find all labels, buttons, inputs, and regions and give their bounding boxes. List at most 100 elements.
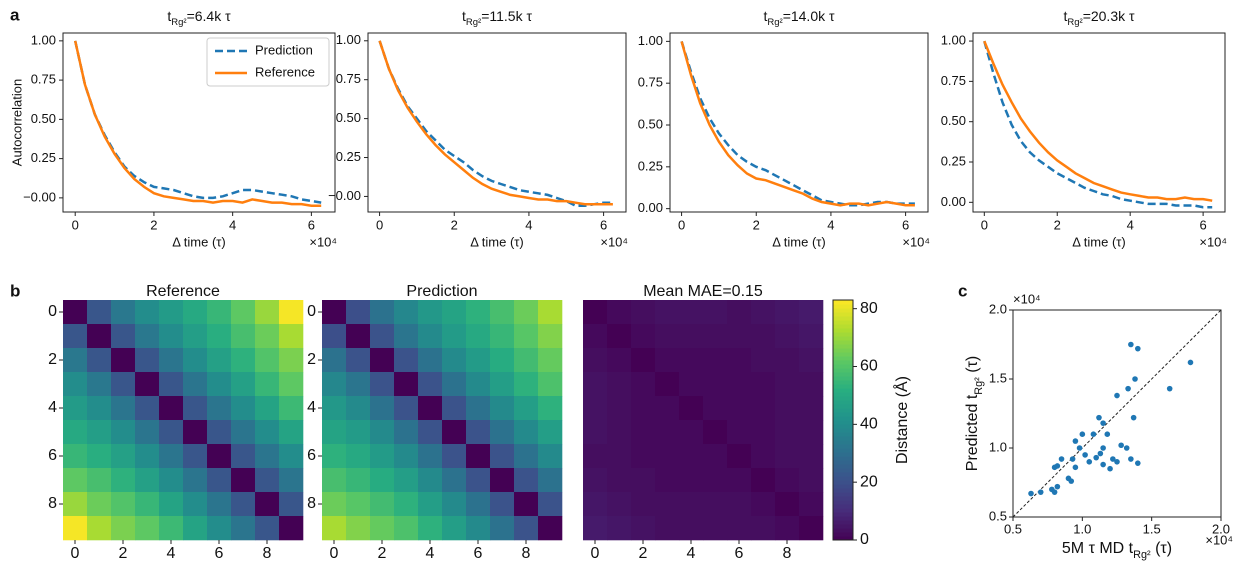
colorbar-slice <box>833 308 853 313</box>
scatter-point <box>1100 461 1106 468</box>
x-tick-label: 8 <box>783 545 792 562</box>
y-tick-label: −0.00 <box>328 188 361 203</box>
y-tick-label: 0.50 <box>638 116 663 131</box>
scatter-point <box>1100 445 1106 451</box>
colorbar-slice <box>833 508 853 513</box>
colorbar-slice <box>833 444 853 449</box>
heatmap-cell <box>679 348 704 373</box>
colorbar-slice <box>833 408 853 413</box>
series-line <box>680 41 915 207</box>
heatmap-cell <box>538 372 563 397</box>
colorbar-slice <box>833 412 853 417</box>
x-tick-label: 0 <box>376 217 383 232</box>
scatter-point <box>1054 483 1061 490</box>
heatmap-cell <box>346 372 371 397</box>
heatmap-cell <box>442 444 467 469</box>
colorbar-slice <box>833 512 853 517</box>
y-tick-label: 0.25 <box>31 150 56 165</box>
scatter-point <box>1114 392 1120 399</box>
heatmap-cell <box>703 348 728 373</box>
y-tick-label: −0.00 <box>23 189 56 204</box>
y-axis-label: Predicted tRg² (τ) <box>964 356 985 471</box>
heatmap-cell <box>583 348 608 373</box>
heatmap-cell <box>255 300 280 325</box>
x-tick-label: 6 <box>474 545 483 562</box>
heatmap-cell <box>775 348 800 373</box>
heatmap-cell <box>655 372 680 397</box>
colorbar-slice <box>833 460 853 465</box>
heatmap-cell <box>135 468 160 493</box>
heatmap-cell <box>490 420 515 445</box>
heatmap-cell <box>514 468 539 493</box>
heatmap-cell <box>679 324 704 349</box>
y-tick-label: 1.5 <box>989 370 1007 385</box>
x-tick-label: 4 <box>229 217 236 232</box>
scatter-point <box>1072 438 1079 444</box>
heatmap-cell <box>514 324 539 349</box>
heatmap-cell <box>799 300 824 325</box>
x-tick-label: 1.5 <box>1143 521 1161 536</box>
heatmap-cell <box>751 324 776 349</box>
x-tick-label: 4 <box>827 217 834 232</box>
heatmap-cell <box>159 300 184 325</box>
heatmap-cell <box>322 396 347 421</box>
colorbar-slice <box>833 300 853 305</box>
heatmap-cell <box>279 516 304 541</box>
colorbar-slice <box>833 320 853 325</box>
heatmap-cell <box>87 324 112 349</box>
scatter-point <box>1187 359 1194 366</box>
series-line <box>983 40 1213 202</box>
heatmap-cell <box>159 324 184 349</box>
heatmap-cell <box>159 348 184 373</box>
x-tick-label: 4 <box>167 545 176 562</box>
heatmap-cell <box>418 420 443 445</box>
colorbar-slice <box>833 376 853 381</box>
heatmap-cell <box>346 516 371 541</box>
heatmap-cell <box>490 348 515 373</box>
heatmap-cell <box>583 516 608 541</box>
scatter-point <box>1072 464 1079 471</box>
colorbar-slice <box>833 368 853 373</box>
heatmap-cell <box>514 372 539 397</box>
heatmap-cell <box>370 324 395 349</box>
scatter-point <box>1107 465 1113 472</box>
axes-frame <box>367 32 627 213</box>
heatmap-cell <box>63 300 88 325</box>
heatmap-cell <box>679 396 704 421</box>
heatmap-cell <box>490 300 515 325</box>
heatmap-cell <box>135 372 160 397</box>
heatmap-cell <box>231 468 256 493</box>
heatmap-cell <box>727 324 752 349</box>
scatter-point <box>1166 385 1173 392</box>
x-tick-label: 4 <box>1127 217 1134 232</box>
heatmap-cell <box>394 516 419 541</box>
heatmap-cell <box>583 444 608 469</box>
heatmap-cell <box>370 396 395 421</box>
colorbar-slice <box>833 520 853 525</box>
heatmap-cell <box>583 420 608 445</box>
heatmap-cell <box>231 492 256 517</box>
scatter-point <box>1076 445 1083 451</box>
heatmap-cell <box>775 468 800 493</box>
heatmap-cell <box>703 468 728 493</box>
label-part: Rg² <box>466 17 481 28</box>
heatmap-cell <box>751 468 776 493</box>
colorbar-slice <box>833 484 853 489</box>
scatter-point <box>1114 459 1120 465</box>
colorbar-slice <box>833 352 853 357</box>
heatmap-cell <box>538 300 563 325</box>
heatmap-cell <box>538 348 563 373</box>
heatmap-cell <box>631 324 656 349</box>
heatmap-cell <box>679 300 704 325</box>
colorbar-slice <box>833 528 853 533</box>
scatter-point <box>1037 489 1044 495</box>
axes-frame <box>1012 309 1222 518</box>
chart-title: tRg²=20.3k τ <box>1063 8 1135 28</box>
heatmap-cell <box>255 396 280 421</box>
heatmap-cell <box>631 348 656 373</box>
y-tick-label: 6 <box>307 447 316 464</box>
scatter-point <box>1082 452 1088 458</box>
colorbar-slice <box>833 452 853 457</box>
colorbar-slice <box>833 380 853 385</box>
heatmap-cell <box>87 516 112 541</box>
